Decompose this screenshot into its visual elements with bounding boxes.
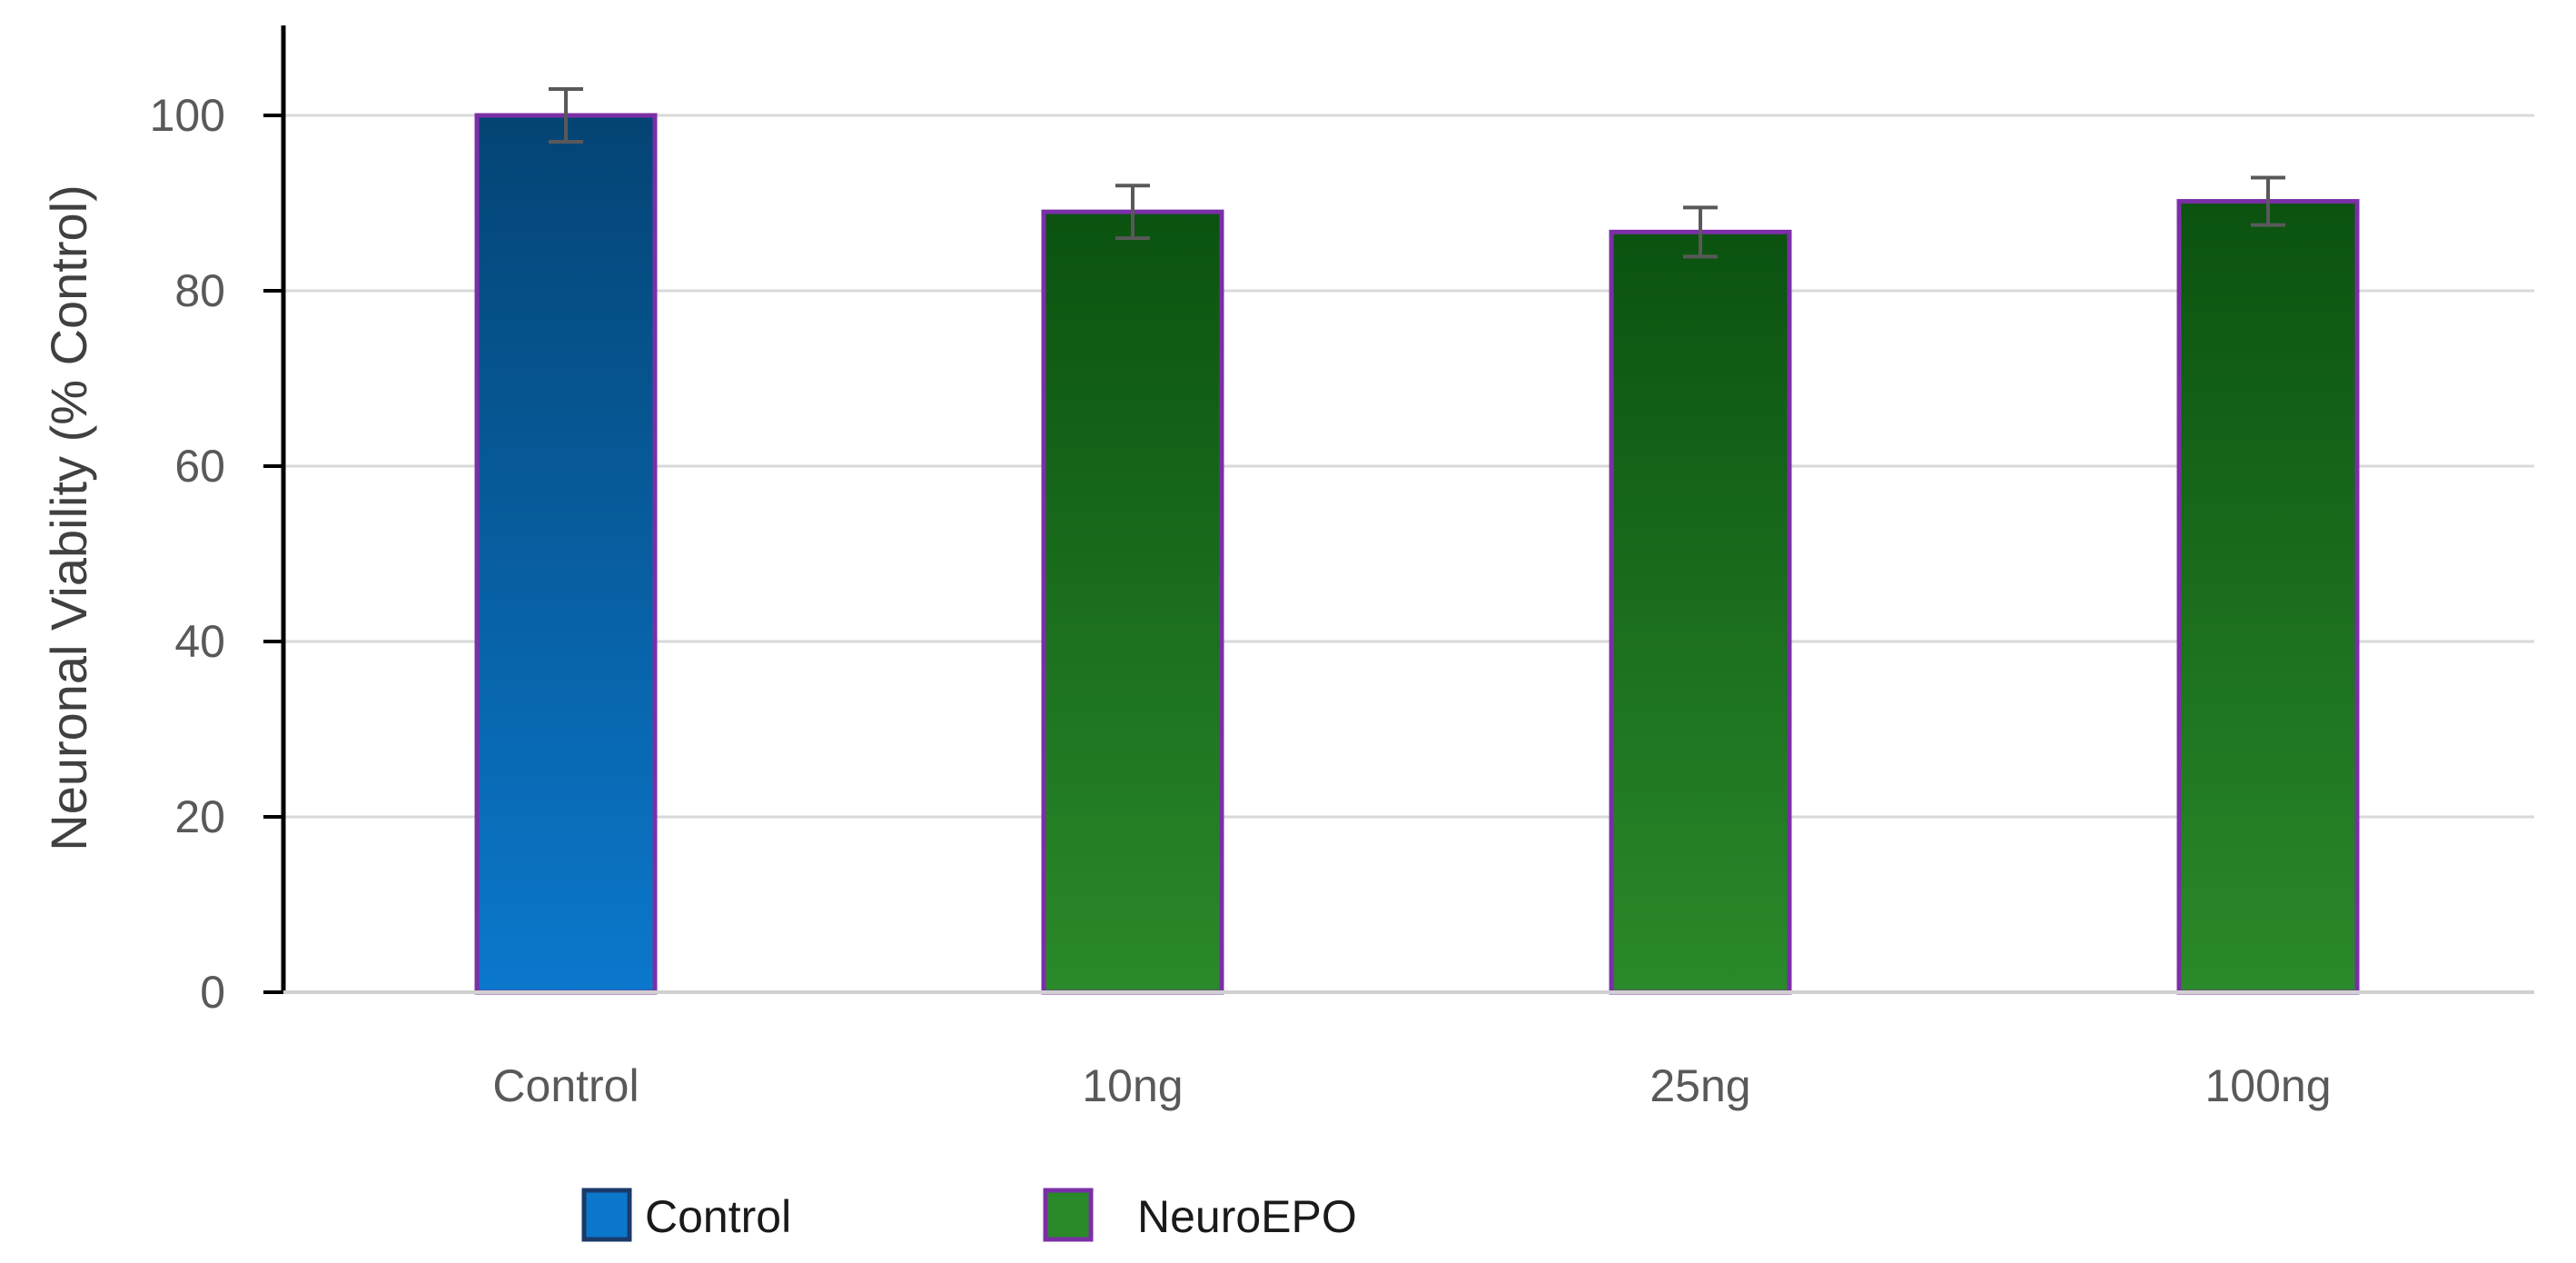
y-tick-label-0: 0 — [200, 967, 225, 1018]
y-tick-labels: 0 20 40 60 80 100 — [150, 90, 225, 1018]
error-bar-control — [549, 87, 583, 144]
error-bars — [549, 87, 2285, 259]
x-tick-labels: Control 10ng 25ng 100ng — [492, 1060, 2331, 1111]
legend-item-neuroepo: NeuroEPO — [1043, 1188, 1357, 1242]
legend-item-control: Control — [581, 1188, 791, 1242]
x-tick-label-10ng: 10ng — [1082, 1060, 1183, 1111]
error-bar-100ng — [2251, 175, 2285, 227]
bar-25ng — [1609, 229, 1792, 995]
bar-100ng — [2176, 199, 2360, 995]
legend-label-control: Control — [645, 1191, 791, 1242]
y-axis-title: Neuronal Viability (% Control) — [40, 184, 97, 851]
legend-swatch-control — [581, 1188, 632, 1242]
y-tick-label-20: 20 — [174, 791, 225, 842]
error-bar-10ng — [1115, 184, 1150, 241]
y-tick-label-40: 40 — [174, 616, 225, 667]
y-tick-label-60: 60 — [174, 441, 225, 492]
gridlines — [283, 114, 2534, 819]
error-bar-25ng — [1683, 205, 1718, 259]
y-tick-label-80: 80 — [174, 265, 225, 316]
legend-swatch-neuroepo — [1043, 1188, 1094, 1242]
y-tick-label-100: 100 — [150, 90, 225, 141]
x-tick-label-25ng: 25ng — [1650, 1060, 1750, 1111]
x-tick-label-100ng: 100ng — [2204, 1060, 2331, 1111]
bars — [474, 113, 2360, 995]
bar-10ng — [1041, 209, 1224, 995]
x-tick-label-control: Control — [492, 1060, 639, 1111]
bar-control — [474, 113, 658, 995]
legend-label-neuroepo: NeuroEPO — [1137, 1191, 1357, 1242]
legend: Control NeuroEPO — [581, 1188, 1357, 1242]
axes — [263, 25, 2534, 994]
